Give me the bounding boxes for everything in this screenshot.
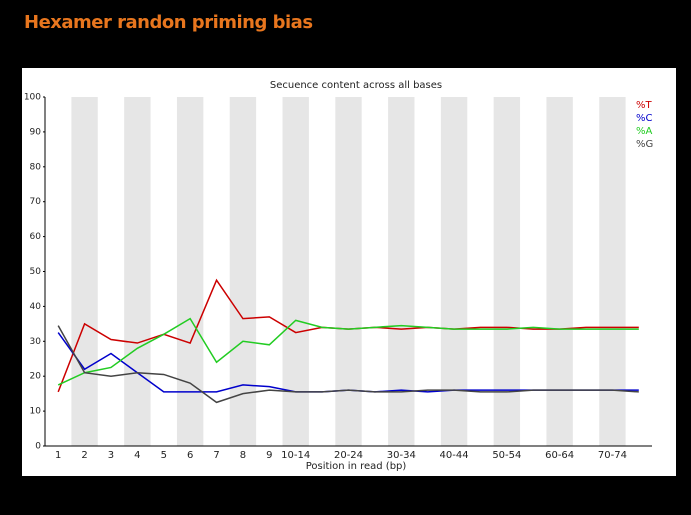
band-stripe — [335, 97, 362, 446]
x-tick-label: 6 — [187, 450, 193, 461]
y-tick-label: 40 — [30, 302, 42, 312]
y-tick-label: 60 — [30, 232, 42, 242]
series-line — [57, 317, 639, 386]
band-stripe — [176, 97, 204, 446]
y-tick-label: 30 — [30, 337, 42, 347]
chart: Secuence content across all bases Positi… — [22, 68, 676, 476]
chart-title: Secuence content across all bases — [270, 80, 442, 91]
x-tick-label: 20-24 — [334, 450, 363, 461]
y-tick-label: 90 — [30, 127, 42, 137]
band-stripe — [282, 97, 309, 446]
x-tick-label: 4 — [134, 450, 140, 461]
band-stripe — [440, 97, 468, 446]
x-tick-label: 30-34 — [387, 450, 416, 461]
slide-title: Hexamer randon priming bias — [24, 12, 313, 33]
y-tick-label: 20 — [30, 372, 42, 382]
x-tick-label: 60-64 — [545, 450, 574, 461]
y-tick-label: 10 — [30, 407, 42, 417]
x-tick-label: 70-74 — [598, 450, 627, 461]
band-stripe — [124, 97, 151, 446]
y-tick-label: 0 — [35, 442, 41, 452]
x-tick-label: 1 — [55, 450, 61, 461]
band-stripe — [599, 97, 626, 446]
band-stripe — [493, 97, 521, 446]
legend-entry: %A — [636, 126, 653, 137]
y-tick-label: 70 — [30, 197, 42, 207]
y-tick-label: 100 — [24, 93, 41, 103]
x-tick-label: 8 — [240, 450, 246, 461]
x-axis-label: Position in read (bp) — [306, 461, 407, 472]
band-stripe — [71, 97, 98, 446]
y-tick-label: 80 — [30, 162, 42, 172]
band-stripe — [546, 97, 573, 446]
y-tick-label: 50 — [30, 267, 42, 277]
legend-entry: %T — [636, 100, 653, 111]
x-tick-label: 7 — [213, 450, 219, 461]
x-tick-label: 40-44 — [440, 450, 469, 461]
series-line — [57, 325, 639, 404]
x-tick-label: 9 — [266, 450, 272, 461]
x-tick-label: 5 — [161, 450, 167, 461]
legend-entry: %C — [636, 113, 653, 124]
x-tick-label: 10-14 — [281, 450, 310, 461]
x-tick-label: 3 — [108, 450, 114, 461]
legend-entry: %G — [636, 139, 653, 150]
x-tick-label: 2 — [81, 450, 87, 461]
x-tick-label: 50-54 — [492, 450, 521, 461]
band-stripe — [388, 97, 415, 446]
